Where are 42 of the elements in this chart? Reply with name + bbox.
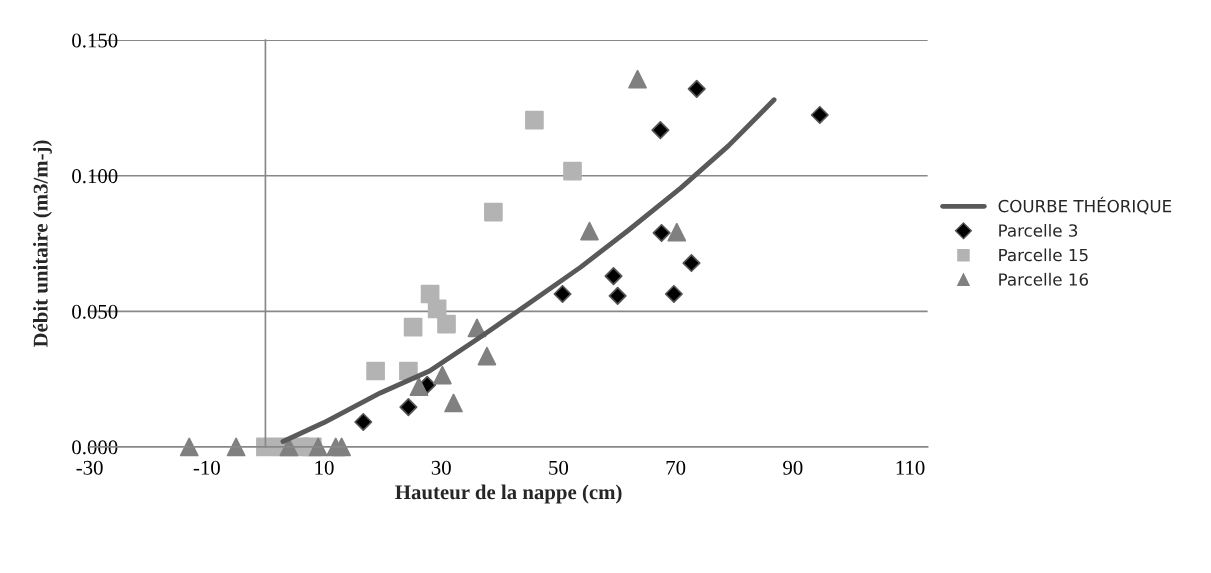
point [563,161,582,181]
legend-label: COURBE THÉORIQUE [998,196,1172,215]
point [437,314,456,334]
point [652,223,671,242]
point [525,110,544,130]
x-tick-label: 50 [549,460,569,475]
x-tick-label: -10 [193,460,220,475]
point [553,284,572,304]
point [682,254,701,273]
x-tick-label: -30 [76,460,103,475]
y-tick-label: 0.050 [72,304,118,319]
point [354,412,373,432]
x-tick-label: 110 [896,460,925,475]
y-tick-label: 0.150 [72,33,118,48]
x-tick-label: 90 [783,460,803,475]
point [366,361,385,381]
point [403,317,423,337]
point [444,393,463,413]
point [399,398,418,417]
point [687,79,706,98]
y-axis-title: Débit unitaire (m3/m-j) [32,140,52,348]
point [433,365,452,385]
x-axis-title: Hauteur de la nappe (cm) [395,484,622,504]
point [664,284,683,304]
x-tick-label: 30 [431,460,451,475]
point [651,121,670,140]
point [580,221,599,241]
x-tick-label: 10 [315,460,334,475]
point [628,69,647,89]
point [484,202,503,222]
y-tick-label: 0.100 [72,169,118,184]
point [810,105,829,125]
point [667,222,687,242]
point [477,346,497,366]
legend-label: Parcelle 16 [999,272,1089,286]
point [604,267,623,286]
point [608,286,627,305]
y-tick-label: 0.000 [72,440,118,455]
x-tick-label: 70 [666,460,686,475]
legend-label: Parcelle 15 [999,248,1088,262]
legend-label: Parcelle 3 [999,223,1078,237]
point [409,377,429,397]
